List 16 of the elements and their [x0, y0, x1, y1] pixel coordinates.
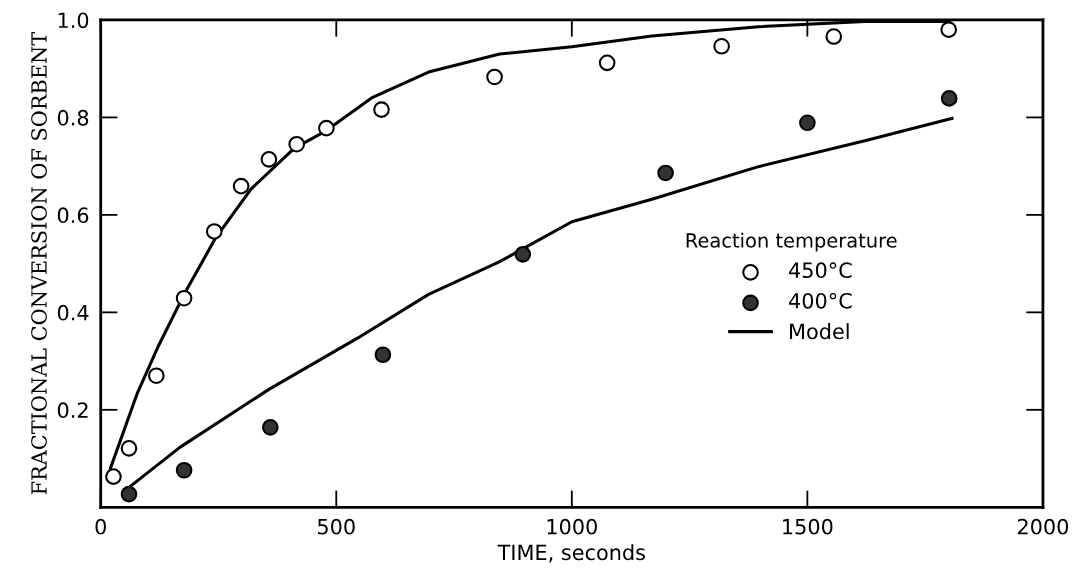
x-tick-label: 0: [95, 518, 106, 535]
y-axis-title: FRACTIONAL CONVERSION OF SORBENT: [31, 32, 47, 495]
y-tick-label: 0.4: [57, 304, 89, 321]
legend-label: Model: [790, 323, 849, 340]
y-tick-label: 1.0: [58, 12, 89, 29]
y-tick-label: 0.6: [57, 207, 89, 224]
x-tick-label: 1500: [783, 518, 833, 535]
legend-label: 450°C: [789, 262, 852, 279]
x-tick-label: 1000: [547, 518, 597, 535]
x-tick-label: 500: [318, 518, 355, 535]
x-tick-label: 2000: [1017, 518, 1069, 535]
y-tick-label: 0.2: [57, 402, 88, 419]
y-tick-label: 0.8: [57, 109, 89, 126]
x-axis-title: TIME, seconds: [497, 544, 646, 563]
legend-label: 400°C: [789, 292, 852, 309]
legend-title: Reaction temperature: [686, 232, 897, 252]
